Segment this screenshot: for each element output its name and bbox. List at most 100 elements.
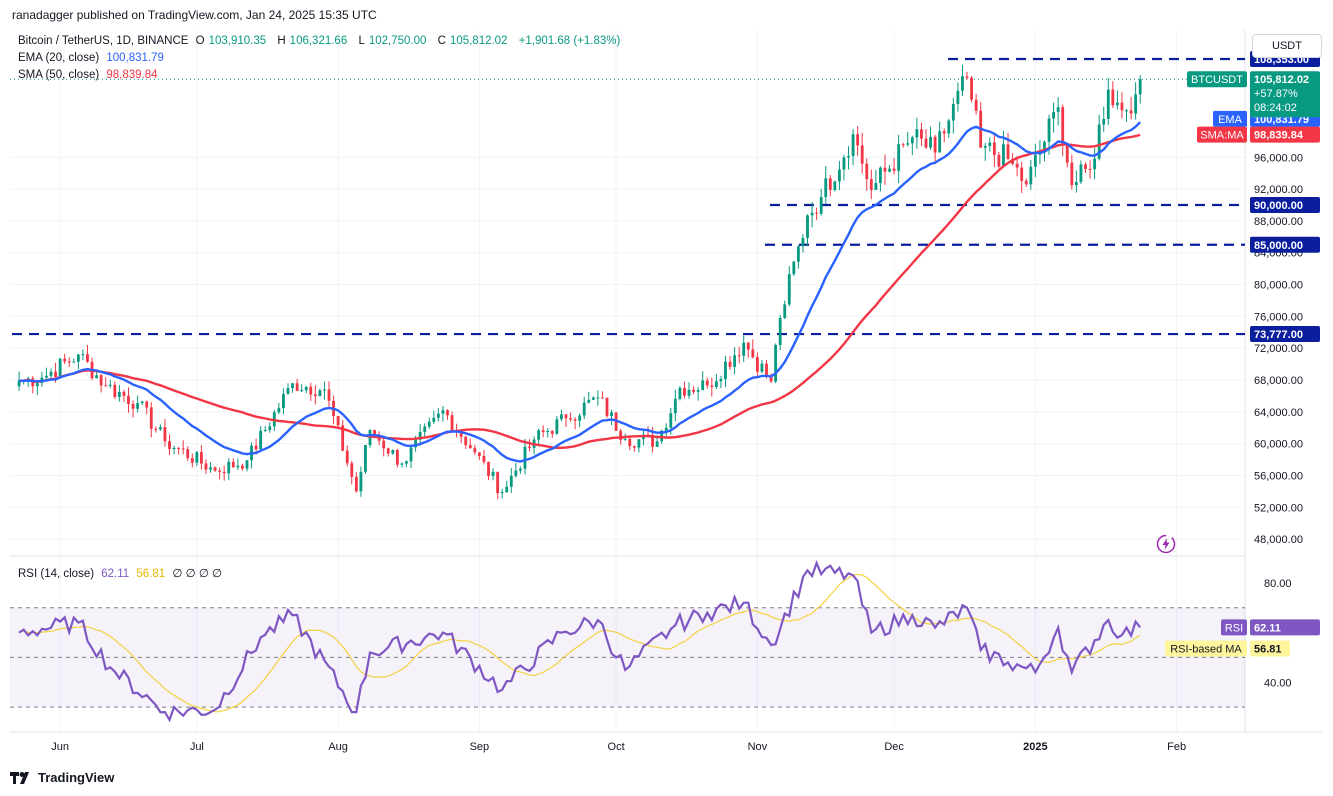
candle-body [628, 438, 632, 447]
rsi-tag-value-box [1250, 619, 1320, 636]
candle-body [728, 361, 732, 367]
candle-body [696, 390, 700, 392]
candle-body [737, 355, 741, 357]
candle-body [1015, 163, 1019, 168]
candle-body [477, 452, 481, 457]
candle-body [637, 439, 641, 448]
symbol-tag-box [1187, 71, 1247, 88]
candle-body [587, 399, 591, 403]
symbol-name: Bitcoin / TetherUS, 1D, BINANCE [18, 35, 189, 47]
level-tag: 85,000.00 [1250, 236, 1320, 253]
time-tick-label: 2025 [1023, 741, 1047, 753]
candle-body [1111, 89, 1115, 106]
candle-body [136, 403, 140, 409]
candle-body [446, 410, 449, 416]
candle-body [769, 376, 773, 382]
candle-body [632, 446, 636, 448]
candle-body [938, 131, 942, 153]
candle-body [560, 414, 563, 420]
candle-body [127, 395, 130, 404]
currency-button[interactable]: USDT [1252, 34, 1322, 58]
candle-body [254, 445, 258, 450]
tradingview-logo[interactable]: TradingView [10, 770, 114, 785]
candle-body [268, 426, 272, 430]
sma-legend-value: 98,839.84 [106, 69, 158, 81]
candle-body [705, 380, 709, 386]
candle-body [837, 169, 841, 182]
time-tick-label: Nov [748, 741, 768, 753]
candle-body [920, 129, 923, 139]
candle-body [869, 179, 873, 190]
candle-body [327, 389, 331, 401]
candle-body [509, 475, 513, 487]
candle-body [1093, 158, 1097, 170]
candle-body [154, 428, 158, 430]
rsi-extra-values: ∅ ∅ ∅ ∅ [172, 568, 223, 580]
candle-body [81, 354, 85, 356]
rsi-legend[interactable]: RSI (14, close) 62.11 56.81 ∅ ∅ ∅ ∅ [18, 568, 223, 580]
candle-body [313, 394, 317, 397]
level-tag: 90,000.00 [1250, 197, 1320, 213]
grid [10, 30, 1322, 733]
level-tag-value: 73,777.00 [1254, 329, 1303, 341]
candle-body [86, 354, 89, 362]
candle-body [1106, 89, 1110, 119]
level-tag-value-box [1250, 326, 1320, 343]
ema-legend[interactable]: EMA (20, close) 100,831.79 [18, 52, 164, 64]
sma-tag-value: 98,839.84 [1254, 130, 1304, 142]
tradingview-brand: TradingView [38, 770, 115, 785]
candle-body [195, 452, 199, 463]
candle-body [714, 381, 718, 388]
candle-body [158, 427, 162, 430]
candle-body [847, 155, 850, 158]
candle-body [49, 371, 53, 376]
candle-body [997, 154, 1001, 167]
level-tag: 73,777.00 [1250, 326, 1320, 343]
candle-body [414, 439, 418, 448]
candle-body [341, 425, 345, 451]
candle-body [582, 402, 586, 416]
candle-body [487, 461, 490, 476]
candle-body [778, 317, 782, 345]
candle-body [555, 419, 559, 434]
candle-body [992, 142, 996, 155]
candle-body [54, 371, 57, 378]
current-price-box [1250, 71, 1320, 118]
lightning-icon[interactable] [1156, 534, 1176, 554]
candle-body [942, 131, 946, 134]
candle-body [58, 358, 62, 378]
price-tick-label: 72,000.00 [1254, 343, 1303, 355]
sma-legend[interactable]: SMA (50, close) 98,839.84 [18, 69, 158, 81]
candle-body [828, 178, 832, 190]
candle-body [423, 426, 427, 432]
candle-body [1079, 164, 1083, 182]
candle-body [95, 375, 98, 379]
candle-body [218, 470, 222, 472]
open-value: 103,910.35 [208, 35, 267, 47]
candle-body [783, 304, 787, 318]
price-tick-label: 68,000.00 [1254, 375, 1303, 387]
candle-body [901, 144, 905, 146]
candle-body [222, 471, 226, 474]
candle-body [541, 430, 545, 433]
price-tick-label: 92,000.00 [1254, 184, 1303, 196]
candle-body [883, 167, 887, 172]
candle-body [186, 449, 190, 459]
candle-body [395, 450, 399, 465]
symbol-legend[interactable]: Bitcoin / TetherUS, 1D, BINANCE O 103,910… [18, 35, 621, 47]
rsi-tag: RSI 62.11 [1221, 619, 1320, 636]
candle-body [514, 470, 518, 476]
ema-line [19, 121, 1142, 463]
sma-line [19, 133, 1141, 449]
candle-body [295, 383, 299, 391]
candle-body [204, 463, 208, 470]
candle-body [906, 143, 910, 145]
candle-body [209, 467, 212, 470]
candle-body [1097, 124, 1101, 159]
candle-body [213, 467, 217, 471]
candle-body [874, 183, 878, 190]
candle-body [518, 468, 522, 471]
candle-body [710, 385, 714, 388]
candle-body [277, 408, 281, 413]
